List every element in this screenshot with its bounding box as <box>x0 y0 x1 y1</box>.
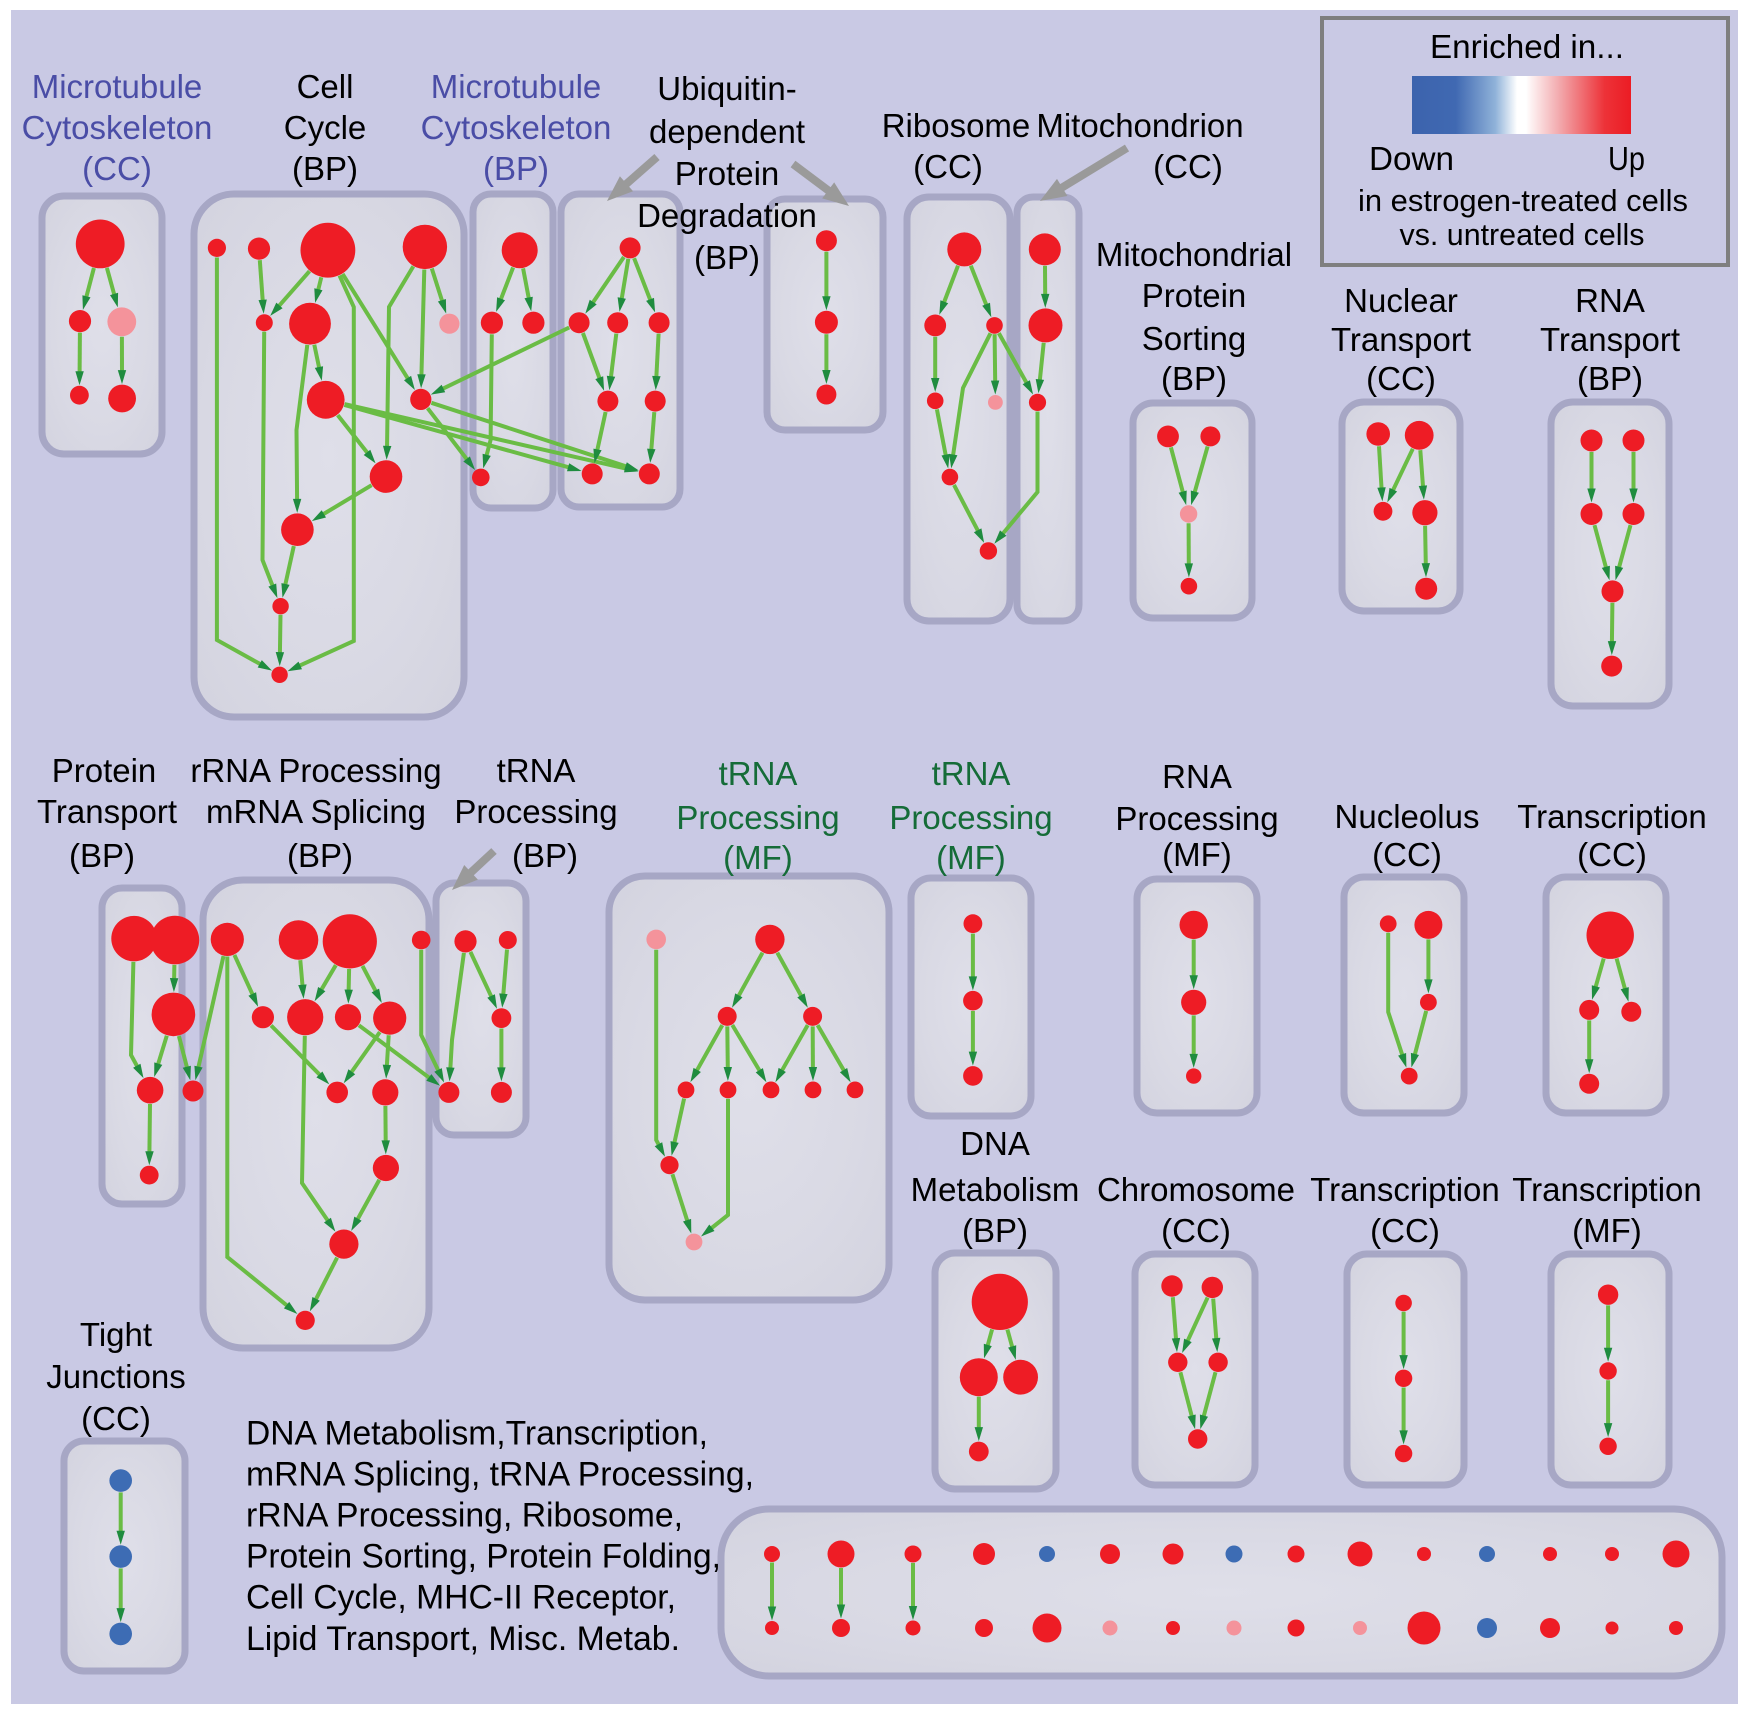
svg-text:(MF): (MF) <box>1572 1212 1642 1249</box>
svg-text:(CC): (CC) <box>1366 360 1436 397</box>
svg-text:Mitochondrion: Mitochondrion <box>1036 107 1243 144</box>
svg-text:Protein: Protein <box>1142 277 1247 314</box>
svg-text:RNA: RNA <box>1575 282 1645 319</box>
svg-text:(CC): (CC) <box>1161 1212 1231 1249</box>
svg-text:mRNA Splicing, tRNA Processing: mRNA Splicing, tRNA Processing, <box>246 1455 754 1493</box>
svg-text:rRNA Processing: rRNA Processing <box>190 752 441 789</box>
svg-text:(BP): (BP) <box>962 1212 1028 1249</box>
svg-text:(BP): (BP) <box>694 239 760 276</box>
svg-text:Up: Up <box>1608 140 1645 177</box>
svg-text:Cytoskeleton: Cytoskeleton <box>22 109 213 146</box>
svg-text:mRNA Splicing: mRNA Splicing <box>206 793 426 830</box>
svg-text:Microtubule: Microtubule <box>32 68 203 105</box>
svg-text:Processing: Processing <box>676 799 839 836</box>
svg-text:RNA: RNA <box>1162 758 1232 795</box>
svg-text:(BP): (BP) <box>287 837 353 874</box>
svg-text:Cycle: Cycle <box>284 109 367 146</box>
svg-text:Transport: Transport <box>1331 321 1471 358</box>
svg-text:(CC): (CC) <box>1370 1212 1440 1249</box>
svg-text:Lipid Transport, Misc. Metab.: Lipid Transport, Misc. Metab. <box>246 1620 680 1658</box>
svg-text:DNA: DNA <box>960 1125 1030 1162</box>
svg-text:Protein Sorting, Protein Foldi: Protein Sorting, Protein Folding, <box>246 1538 721 1576</box>
svg-text:Transcription: Transcription <box>1512 1171 1702 1208</box>
svg-text:Transport: Transport <box>37 793 177 830</box>
svg-text:vs. untreated cells: vs. untreated cells <box>1400 217 1645 252</box>
svg-text:dependent: dependent <box>649 113 805 150</box>
svg-text:Nucleolus: Nucleolus <box>1335 798 1480 835</box>
svg-text:tRNA: tRNA <box>932 755 1011 792</box>
svg-text:(CC): (CC) <box>1577 836 1647 873</box>
svg-text:in estrogen-treated cells: in estrogen-treated cells <box>1358 183 1688 218</box>
svg-text:(BP): (BP) <box>1577 360 1643 397</box>
svg-text:Nuclear: Nuclear <box>1344 282 1458 319</box>
svg-text:Junctions: Junctions <box>46 1358 185 1395</box>
svg-text:Ribosome: Ribosome <box>882 107 1031 144</box>
svg-text:(BP): (BP) <box>483 150 549 187</box>
svg-text:Processing: Processing <box>889 799 1052 836</box>
svg-text:(CC): (CC) <box>81 1400 151 1437</box>
svg-text:tRNA: tRNA <box>719 755 798 792</box>
svg-text:Mitochondrial: Mitochondrial <box>1096 236 1292 273</box>
svg-text:(BP): (BP) <box>1161 360 1227 397</box>
svg-text:Sorting: Sorting <box>1142 320 1247 357</box>
svg-text:(BP): (BP) <box>69 837 135 874</box>
svg-text:Chromosome: Chromosome <box>1097 1171 1295 1208</box>
svg-text:Down: Down <box>1369 140 1454 177</box>
svg-text:Cell: Cell <box>297 68 354 105</box>
svg-text:Degradation: Degradation <box>637 197 817 234</box>
svg-text:(MF): (MF) <box>1162 836 1232 873</box>
svg-text:Protein: Protein <box>52 752 157 789</box>
svg-text:(BP): (BP) <box>512 837 578 874</box>
svg-text:Cytoskeleton: Cytoskeleton <box>421 109 612 146</box>
svg-text:(CC): (CC) <box>1153 148 1223 185</box>
svg-text:(CC): (CC) <box>82 150 152 187</box>
svg-text:(CC): (CC) <box>913 148 983 185</box>
svg-text:(CC): (CC) <box>1372 836 1442 873</box>
svg-text:Processing: Processing <box>1115 800 1278 837</box>
svg-text:Microtubule: Microtubule <box>431 68 602 105</box>
svg-text:Tight: Tight <box>80 1316 152 1353</box>
svg-text:(MF): (MF) <box>936 839 1006 876</box>
svg-text:Transcription: Transcription <box>1310 1171 1500 1208</box>
svg-text:Transport: Transport <box>1540 321 1680 358</box>
svg-text:Cell Cycle, MHC-II Receptor,: Cell Cycle, MHC-II Receptor, <box>246 1579 676 1617</box>
svg-text:Transcription: Transcription <box>1517 798 1707 835</box>
svg-text:Protein: Protein <box>675 155 780 192</box>
svg-text:tRNA: tRNA <box>497 752 576 789</box>
svg-text:(MF): (MF) <box>723 839 793 876</box>
svg-text:Metabolism: Metabolism <box>911 1171 1080 1208</box>
svg-text:Processing: Processing <box>454 793 617 830</box>
svg-text:Ubiquitin-: Ubiquitin- <box>657 70 796 107</box>
svg-text:rRNA Processing, Ribosome,: rRNA Processing, Ribosome, <box>246 1497 683 1535</box>
svg-text:Enriched in...: Enriched in... <box>1430 28 1624 65</box>
svg-text:DNA Metabolism,Transcription,: DNA Metabolism,Transcription, <box>246 1414 708 1452</box>
svg-text:(BP): (BP) <box>292 150 358 187</box>
